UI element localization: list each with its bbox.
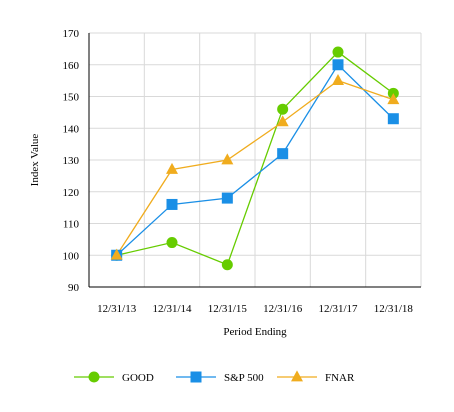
legend-item-s-p-500: S&P 500 (176, 371, 264, 384)
data-point-fnar (166, 162, 178, 174)
y-tick-label: 170 (63, 28, 80, 40)
data-point-good (221, 259, 233, 271)
legend-label: GOOD (122, 372, 154, 384)
data-point-good (166, 237, 178, 249)
series-line-fnar (116, 79, 394, 256)
series-lines (116, 51, 394, 266)
data-point-fnar (276, 115, 289, 127)
data-point-good (277, 103, 289, 115)
data-point-fnar (110, 248, 123, 260)
data-point-fnar (221, 153, 234, 165)
data-point-s-p-500 (332, 59, 344, 71)
x-tick-label: 12/31/17 (318, 303, 358, 315)
data-point-fnar (387, 93, 400, 105)
data-point-fnar (332, 74, 344, 86)
y-tick-label: 150 (63, 92, 80, 104)
y-tick-label: 90 (68, 282, 80, 294)
legend-label: FNAR (325, 372, 355, 384)
legend-swatch-marker (88, 371, 100, 383)
y-tick-label: 140 (63, 123, 80, 135)
y-tick-label: 100 (63, 250, 80, 262)
x-tick-label: 12/31/18 (374, 303, 414, 315)
y-tick-label: 120 (63, 187, 80, 199)
data-point-s-p-500 (277, 148, 289, 160)
y-tick-label: 160 (63, 60, 80, 72)
x-tick-label: 12/31/16 (263, 303, 303, 315)
x-tick-label: 12/31/14 (152, 303, 192, 315)
series-markers (110, 46, 400, 271)
data-point-good (332, 46, 344, 58)
y-tick-label: 110 (63, 219, 80, 231)
legend-item-fnar: FNAR (277, 370, 355, 384)
x-tick-label: 12/31/15 (208, 303, 248, 315)
grid (89, 32, 422, 288)
y-axis-label: Index Value (29, 134, 41, 187)
legend-item-good: GOOD (74, 371, 154, 384)
legend: GOOD S&P 500 FNAR (74, 370, 355, 384)
data-point-s-p-500 (166, 198, 178, 210)
series-line-good (116, 51, 394, 266)
legend-label: S&P 500 (224, 372, 264, 384)
axes: 90 100 110 120 130 140 150 160 170 12/31/13 12/31/… (63, 28, 421, 315)
data-point-s-p-500 (387, 113, 399, 125)
data-point-s-p-500 (221, 192, 233, 204)
legend-swatch-marker (190, 371, 202, 383)
x-axis-label: Period Ending (223, 326, 287, 338)
series-line-s-p-500 (116, 63, 394, 256)
x-tick-label: 12/31/13 (97, 303, 137, 315)
legend-swatch-marker (291, 370, 303, 382)
y-tick-label: 130 (63, 155, 80, 167)
